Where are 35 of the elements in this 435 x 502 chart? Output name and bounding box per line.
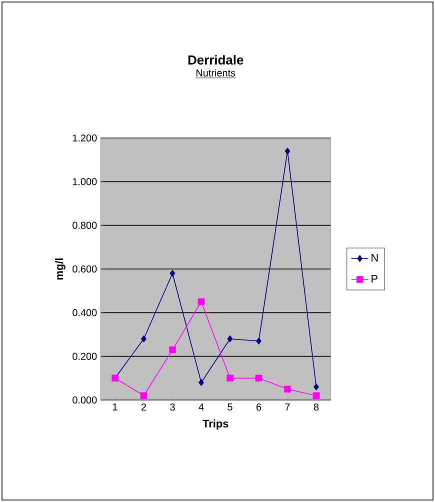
point (169, 346, 176, 354)
x-tick-label: 2 (141, 404, 146, 410)
point (284, 386, 291, 392)
y-tick-label: 0.000 (72, 396, 97, 404)
y-axis-title: mg/l (55, 258, 66, 280)
x-tick-label: 4 (198, 404, 204, 410)
chart-title: Derridale (188, 55, 244, 65)
point (198, 298, 205, 306)
y-tick-label: 0.800 (72, 222, 97, 229)
x-tick-label: 7 (285, 404, 290, 410)
point (284, 148, 290, 154)
x-axis-title: Trips (202, 419, 228, 430)
legend-label: N (372, 254, 378, 262)
point (312, 392, 320, 400)
x-tick-label: 8 (314, 404, 319, 411)
y-tick-label: 0.200 (72, 352, 97, 360)
point (141, 335, 146, 342)
chart-subtitle: Nutrients (196, 69, 236, 77)
y-tick-label: 0.400 (72, 309, 97, 316)
x-tick-label: 5 (228, 404, 232, 410)
legend-label: P (372, 274, 378, 283)
point (314, 384, 319, 390)
y-tick-label: 1.200 (72, 134, 97, 142)
y-tick-label: 1.000 (72, 178, 97, 186)
point (140, 392, 148, 400)
y-tick-label: 0.600 (72, 265, 97, 273)
x-tick-label: 6 (256, 404, 262, 411)
point (256, 338, 262, 344)
point (226, 374, 234, 382)
point (170, 270, 176, 277)
point (227, 335, 233, 342)
x-tick-label: 3 (170, 404, 175, 411)
x-tick-label: 1 (112, 404, 118, 410)
point (198, 379, 204, 386)
point (255, 374, 262, 382)
